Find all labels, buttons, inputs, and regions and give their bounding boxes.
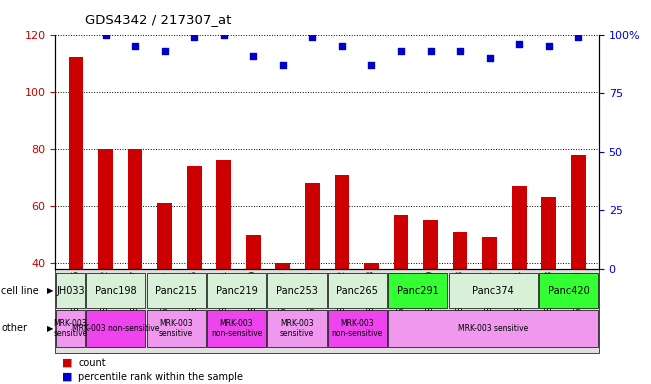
Bar [482,237,497,269]
Text: MRK-003 sensitive: MRK-003 sensitive [458,324,529,333]
Point [219,31,229,38]
Text: ■: ■ [62,372,72,382]
Text: ▶: ▶ [47,324,53,333]
Point [484,55,495,61]
Bar [423,220,438,269]
Text: Panc198: Panc198 [95,286,137,296]
Point [367,62,377,68]
Bar [268,273,327,308]
Bar [327,273,387,308]
Bar [394,215,408,269]
Point [544,43,554,50]
Bar [158,203,172,269]
Text: Panc420: Panc420 [548,286,590,296]
Text: Panc291: Panc291 [397,286,439,296]
Bar [452,232,467,269]
Text: Panc253: Panc253 [276,286,318,296]
Text: MRK-003
non-sensitive: MRK-003 non-sensitive [331,319,383,338]
Bar [146,310,206,347]
Text: GDS4342 / 217307_at: GDS4342 / 217307_at [85,13,231,26]
Point [425,48,436,54]
Bar [207,273,266,308]
Text: MRK-003
sensitive: MRK-003 sensitive [280,319,314,338]
Point [573,34,583,40]
Bar [327,310,387,347]
Bar [275,263,290,269]
Point [396,48,406,54]
Bar [216,160,231,269]
Bar [56,273,85,308]
Point [159,48,170,54]
Text: other: other [1,323,27,333]
Bar [56,310,85,347]
Bar [542,197,556,269]
Text: MRK-003
sensitive: MRK-003 sensitive [159,319,193,338]
Bar [364,263,379,269]
Text: MRK-003
non-sensitive: MRK-003 non-sensitive [211,319,262,338]
Bar [449,273,538,308]
Text: JH033: JH033 [56,286,85,296]
Point [189,34,199,40]
Point [514,41,524,47]
Point [130,43,141,50]
Bar [268,310,327,347]
Bar [146,273,206,308]
Text: MRK-003 non-sensitive: MRK-003 non-sensitive [72,324,159,333]
Bar [128,149,143,269]
Bar [512,186,527,269]
Text: Panc374: Panc374 [473,286,514,296]
Point [455,48,465,54]
Bar [86,310,145,347]
Text: ■: ■ [62,358,72,368]
Point [71,20,81,26]
Text: cell line: cell line [1,286,39,296]
Bar [98,149,113,269]
Bar [571,154,586,269]
Text: Panc215: Panc215 [155,286,197,296]
Point [100,31,111,38]
Bar [388,273,447,308]
Bar [305,183,320,269]
Text: ▶: ▶ [47,286,53,295]
Bar [207,310,266,347]
Bar [187,166,202,269]
Point [277,62,288,68]
Bar [86,273,145,308]
Point [337,43,347,50]
Bar [388,310,598,347]
Point [307,34,318,40]
Text: Panc219: Panc219 [215,286,257,296]
Point [248,53,258,59]
Text: MRK-003
sensitive: MRK-003 sensitive [53,319,88,338]
Text: count: count [78,358,105,368]
Text: percentile rank within the sample: percentile rank within the sample [78,372,243,382]
Bar [246,235,260,269]
Text: Panc265: Panc265 [337,286,378,296]
Bar [335,175,350,269]
Bar [539,273,598,308]
Bar [68,58,83,269]
